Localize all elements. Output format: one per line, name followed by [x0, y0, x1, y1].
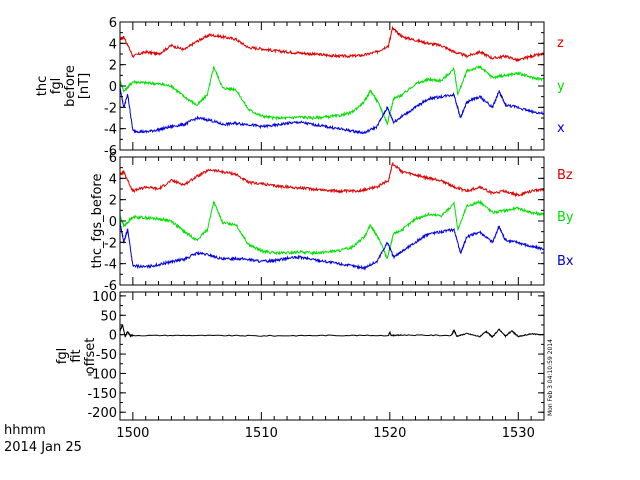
y-tick-label: -4 [104, 258, 117, 273]
y-tick-label: 100 [92, 290, 117, 305]
y-tick-label: -50 [96, 348, 117, 363]
generation-timestamp: Mon Feb 3 04:10:59 2014 [547, 339, 554, 416]
y-axis-title-line: [nT] [77, 73, 92, 99]
y-axis-title-line: before [63, 65, 78, 107]
x-tick-label: 1520 [373, 426, 406, 441]
y-tick-label: 4 [109, 172, 117, 187]
plot-frame [119, 156, 545, 286]
date-label: 2014 Jan 25 [4, 440, 82, 455]
series-line-bz [119, 162, 545, 198]
y-axis-title-line: fit [69, 349, 84, 362]
legend-y: y [557, 79, 565, 94]
panel-fgl-before: -6 -4 -2 0 2 4 6 z y x thc fgl before [nT] [35, 16, 565, 159]
legend-bz: Bz [557, 168, 573, 183]
y-tick-label: 0 [109, 329, 117, 344]
legend-bx: Bx [557, 254, 574, 269]
y-tick-label: -6 [104, 144, 117, 159]
legend-z: z [557, 36, 564, 51]
plot-frame [119, 291, 545, 421]
y-tick-label: -200 [87, 406, 117, 421]
y-tick-label: 50 [100, 309, 117, 324]
y-tick-label: -150 [87, 387, 117, 402]
y-axis-title-line: thc [35, 76, 50, 96]
series-line-x [119, 87, 545, 135]
panel-fgs-before: -6 -4 -2 0 2 4 6 Bz By Bx thc_fgs_before [90, 151, 574, 294]
plot-frame [119, 21, 545, 151]
y-tick-label: 0 [109, 215, 117, 230]
panel-fgl-offset: -200 -150 -100 -50 0 50 100 1500 1510 1520 1530 fg… [55, 290, 545, 441]
series-line-offset [119, 323, 545, 339]
y-axis-title-line: fgl [55, 348, 70, 364]
y-tick-label: -6 [104, 279, 117, 294]
time-format-label: hhmm [4, 423, 46, 438]
y-tick-label: -4 [104, 123, 117, 138]
legend-x: x [557, 121, 565, 136]
series-line-bx [119, 221, 545, 271]
y-tick-label: -2 [104, 101, 117, 116]
y-tick-label: 2 [109, 194, 117, 209]
series-line-y [119, 64, 545, 126]
series-line-by [119, 199, 545, 259]
y-axis-title-line: thc_fgs_before [90, 174, 105, 269]
x-tick-label: 1510 [245, 426, 278, 441]
y-axis-title-line: offset [83, 338, 98, 375]
y-tick-label: 4 [109, 37, 117, 52]
legend-by: By [557, 210, 574, 225]
y-tick-label: 0 [109, 80, 117, 95]
y-tick-label: -2 [104, 236, 117, 251]
y-tick-label: 6 [109, 16, 117, 31]
x-tick-label: 1530 [502, 426, 535, 441]
y-tick-label: 2 [109, 59, 117, 74]
y-tick-label: 6 [109, 151, 117, 166]
series-line-z [119, 25, 545, 63]
y-tick-label: -100 [87, 367, 117, 382]
y-axis-title-line: fgl [49, 78, 64, 94]
x-tick-label: 1500 [116, 426, 149, 441]
